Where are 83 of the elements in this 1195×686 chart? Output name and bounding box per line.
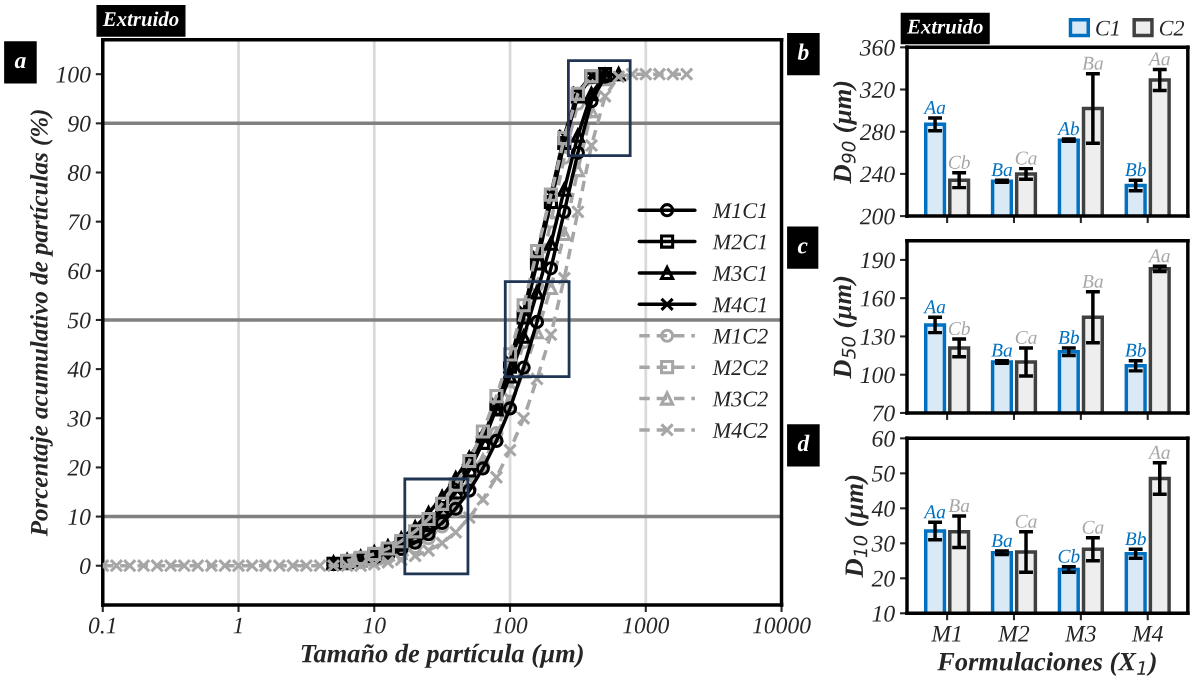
- x-tick-label: 10: [363, 617, 386, 634]
- chart-title: Extruido: [906, 18, 983, 34]
- data-label: Ab: [1056, 121, 1080, 136]
- y-tick-label: 10: [872, 605, 895, 622]
- y-tick-label: 20: [67, 459, 91, 476]
- y-axis-title: D$_{50}$ (µm): [832, 276, 857, 379]
- y-axis-title: D$_{90}$ (µm): [832, 81, 857, 184]
- y-tick-label: 160: [860, 290, 895, 307]
- y-tick-label: 60: [872, 430, 895, 447]
- data-label: Aa: [923, 505, 946, 519]
- y-tick-label: 70: [68, 214, 91, 231]
- y-tick-label: 50: [67, 312, 91, 329]
- y-tick-label: 280: [859, 124, 895, 141]
- x-tick-label: 1000: [623, 617, 670, 634]
- text: a: [14, 56, 26, 69]
- y-tick-label: 30: [67, 410, 91, 427]
- y-tick-label: 60: [68, 263, 91, 280]
- data-label: Aa: [923, 101, 946, 115]
- data-label: Aa: [1147, 52, 1170, 66]
- text: d: [797, 434, 810, 452]
- y-tick-label: 100: [860, 367, 895, 384]
- text: c: [797, 242, 808, 254]
- x-tick-label: M1: [931, 625, 961, 642]
- data-label: Bb: [1125, 531, 1146, 546]
- legend-label: C1: [1096, 20, 1119, 36]
- y-tick-label: 90: [68, 115, 91, 132]
- x-tick-label: M2: [997, 625, 1030, 642]
- data-label: Ba: [1082, 56, 1103, 70]
- data-label: Ba: [948, 499, 970, 513]
- data-label: Ca: [1015, 514, 1037, 528]
- data-label: Ca: [1082, 520, 1104, 534]
- data-label: Cb: [948, 321, 970, 336]
- y-tick-label: 40: [871, 500, 895, 517]
- data-label: Bb: [1125, 162, 1146, 177]
- x-tick-label: 1: [233, 617, 242, 634]
- data-label: Ba: [1082, 274, 1103, 288]
- y-tick-label: 80: [67, 164, 91, 181]
- data-label: Ca: [1015, 330, 1037, 344]
- data-label: Ba: [991, 534, 1013, 548]
- data-label: Ba: [991, 343, 1013, 357]
- legend-label: M2C2: [712, 360, 768, 376]
- y-tick-label: 130: [860, 328, 895, 345]
- chart-title: Extruido: [102, 11, 179, 27]
- y-axis-title: Porcentaje acumulativo de partículas (%): [30, 110, 53, 537]
- x-axis-title: Formulaciones (X$_{1}$): [937, 652, 1156, 676]
- y-tick-label: 70: [872, 405, 895, 422]
- legend-label: M3C2: [712, 391, 768, 407]
- x-tick-label: 0.1: [88, 617, 115, 634]
- y-tick-label: 190: [860, 252, 895, 269]
- y-tick-label: 20: [871, 570, 895, 587]
- x-tick-label: M4: [1131, 625, 1163, 642]
- legend-label: M4C1: [712, 297, 766, 313]
- y-tick-label: 200: [859, 208, 895, 225]
- legend-label: M1C2: [712, 328, 768, 344]
- legend-label: C2: [1159, 20, 1185, 36]
- y-tick-label: 240: [859, 166, 895, 183]
- x-axis-title: Tamaño de partícula (µm): [301, 643, 583, 668]
- y-axis-title: D$_{10}$ (µm): [844, 475, 869, 578]
- x-tick-label: 10000: [752, 617, 811, 634]
- legend-label: M4C2: [712, 423, 768, 438]
- legend-label: M3C1: [712, 266, 766, 281]
- data-label: Bb: [1125, 343, 1146, 357]
- y-tick-label: 30: [871, 535, 895, 552]
- data-label: Aa: [1147, 249, 1170, 263]
- data-label: Cb: [948, 155, 970, 169]
- data-label: Bb: [1058, 330, 1080, 344]
- data-label: Cb: [1058, 549, 1080, 563]
- y-tick-label: 0: [80, 558, 91, 575]
- text: b: [797, 43, 809, 61]
- y-tick-label: 100: [56, 66, 91, 83]
- legend-label: M1C1: [712, 203, 766, 219]
- data-label: Ba: [991, 163, 1013, 177]
- y-tick-label: 320: [859, 82, 895, 98]
- legend-label: M2C1: [712, 234, 766, 250]
- data-label: Aa: [1147, 445, 1170, 459]
- x-tick-label: 100: [493, 617, 528, 634]
- y-tick-label: 10: [68, 509, 91, 525]
- y-tick-label: 50: [871, 465, 895, 482]
- data-label: Aa: [923, 300, 946, 314]
- x-tick-label: M3: [1064, 625, 1096, 642]
- y-tick-label: 360: [859, 39, 895, 56]
- data-label: Ca: [1015, 151, 1037, 165]
- y-tick-label: 40: [67, 361, 91, 378]
